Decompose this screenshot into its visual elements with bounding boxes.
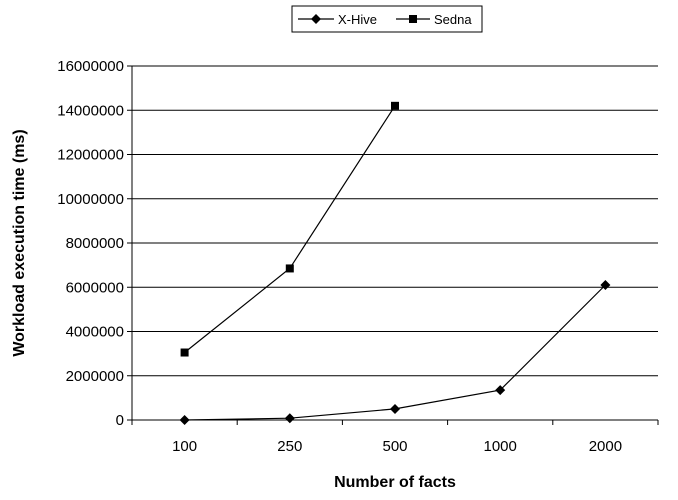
x-tick-label: 1000 xyxy=(484,438,517,455)
y-tick-label: 14000000 xyxy=(57,102,124,119)
y-tick-label: 4000000 xyxy=(66,324,124,341)
data-point-sedna xyxy=(391,101,399,110)
series-line-x-hive xyxy=(184,284,606,421)
x-tick-labels: 100 250 500 1000 2000 xyxy=(172,438,622,455)
data-point-x-hive xyxy=(284,413,295,424)
x-tick-label: 250 xyxy=(277,438,302,455)
legend-label-sedna: Sedna xyxy=(434,12,472,27)
data-point-sedna xyxy=(285,264,294,273)
y-tick-labels: 0 2000000 4000000 6000000 8000000 10000000 120… xyxy=(57,58,124,429)
legend-label-x-hive: X-Hive xyxy=(338,12,377,27)
y-tick-label: 8000000 xyxy=(66,235,124,252)
legend: X-Hive Sedna xyxy=(291,5,483,33)
series-line-sedna xyxy=(184,105,396,353)
data-point-x-hive xyxy=(390,403,400,414)
x-tick-label: 2000 xyxy=(589,438,622,455)
data-point-x-hive xyxy=(179,415,190,425)
gridlines xyxy=(127,65,658,421)
series-layer xyxy=(179,101,611,425)
x-tick-label: 500 xyxy=(382,438,407,455)
y-tick-label: 0 xyxy=(116,412,124,429)
y-tick-label: 10000000 xyxy=(57,191,124,208)
x-axis-title: Number of facts xyxy=(334,474,456,491)
legend-square-marker xyxy=(409,15,417,23)
legend-diamond-marker xyxy=(311,14,321,24)
x-tick-label: 100 xyxy=(172,438,197,455)
data-point-x-hive xyxy=(495,385,506,396)
legend-item-x-hive: X-Hive xyxy=(298,12,377,27)
data-point-sedna xyxy=(180,348,189,357)
axes xyxy=(131,66,659,425)
y-tick-label: 12000000 xyxy=(57,147,124,164)
y-tick-label: 16000000 xyxy=(57,58,124,75)
y-tick-label: 2000000 xyxy=(66,368,124,385)
legend-item-sedna: Sedna xyxy=(396,12,472,27)
y-axis-title: Workload execution time (ms) xyxy=(11,129,28,356)
y-tick-label: 6000000 xyxy=(66,279,124,296)
data-point-x-hive xyxy=(600,280,611,291)
